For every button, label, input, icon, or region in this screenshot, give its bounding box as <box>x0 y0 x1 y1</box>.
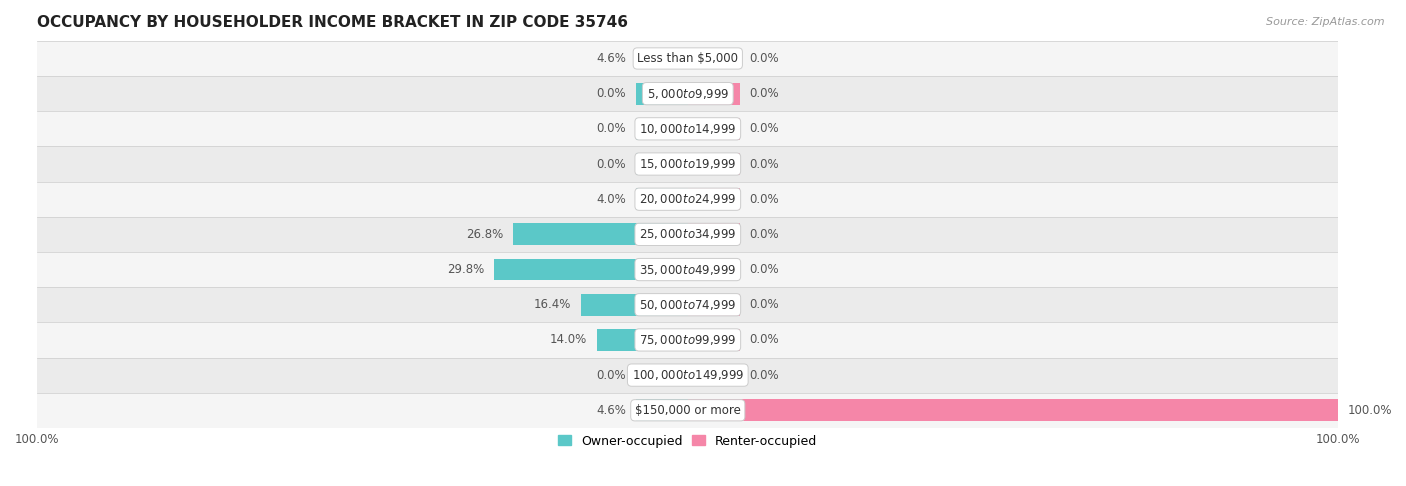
Text: 0.0%: 0.0% <box>749 368 779 382</box>
Bar <box>636 83 688 104</box>
Text: $50,000 to $74,999: $50,000 to $74,999 <box>640 298 737 312</box>
Bar <box>636 48 688 69</box>
Bar <box>37 393 1339 428</box>
Bar <box>688 188 740 210</box>
Bar <box>37 217 1339 252</box>
Bar <box>688 83 740 104</box>
Text: 0.0%: 0.0% <box>596 87 626 100</box>
Text: $10,000 to $14,999: $10,000 to $14,999 <box>640 122 737 136</box>
Text: $5,000 to $9,999: $5,000 to $9,999 <box>647 87 730 101</box>
Bar <box>37 287 1339 322</box>
Text: $75,000 to $99,999: $75,000 to $99,999 <box>640 333 737 347</box>
Bar <box>37 182 1339 217</box>
Bar <box>636 364 688 386</box>
Bar <box>581 294 688 315</box>
Text: 14.0%: 14.0% <box>550 333 586 347</box>
Legend: Owner-occupied, Renter-occupied: Owner-occupied, Renter-occupied <box>554 430 823 452</box>
Bar <box>636 364 688 386</box>
Bar <box>37 322 1339 358</box>
Bar <box>636 83 688 104</box>
Bar <box>688 188 740 210</box>
Text: 29.8%: 29.8% <box>447 263 484 276</box>
Text: $15,000 to $19,999: $15,000 to $19,999 <box>640 157 737 171</box>
Text: $100,000 to $149,999: $100,000 to $149,999 <box>631 368 744 382</box>
Bar <box>688 399 1339 421</box>
Bar <box>636 399 688 421</box>
Bar <box>636 188 688 210</box>
Text: 0.0%: 0.0% <box>749 193 779 206</box>
Text: 0.0%: 0.0% <box>749 333 779 347</box>
Text: $20,000 to $24,999: $20,000 to $24,999 <box>640 192 737 206</box>
Text: 0.0%: 0.0% <box>749 263 779 276</box>
Bar <box>636 399 688 421</box>
Bar <box>688 259 740 280</box>
Bar <box>688 224 740 245</box>
Bar <box>37 146 1339 182</box>
Text: 0.0%: 0.0% <box>596 157 626 171</box>
Bar <box>688 153 740 175</box>
Text: 4.6%: 4.6% <box>596 52 626 65</box>
Bar <box>636 118 688 140</box>
Text: 4.6%: 4.6% <box>596 404 626 417</box>
Text: $25,000 to $34,999: $25,000 to $34,999 <box>640 227 737 242</box>
Bar <box>636 153 688 175</box>
Bar <box>688 329 740 351</box>
Bar <box>37 358 1339 393</box>
Text: 0.0%: 0.0% <box>749 87 779 100</box>
Bar <box>688 118 740 140</box>
Bar <box>636 224 688 245</box>
Text: 0.0%: 0.0% <box>749 298 779 311</box>
Text: 0.0%: 0.0% <box>596 122 626 135</box>
Text: Less than $5,000: Less than $5,000 <box>637 52 738 65</box>
Text: 0.0%: 0.0% <box>749 157 779 171</box>
Bar <box>636 294 688 315</box>
Bar <box>688 259 740 280</box>
Bar <box>688 364 740 386</box>
Bar <box>636 48 688 69</box>
Bar <box>37 252 1339 287</box>
Text: OCCUPANCY BY HOUSEHOLDER INCOME BRACKET IN ZIP CODE 35746: OCCUPANCY BY HOUSEHOLDER INCOME BRACKET … <box>37 15 628 30</box>
Bar <box>636 188 688 210</box>
Bar <box>636 153 688 175</box>
Text: 26.8%: 26.8% <box>467 228 503 241</box>
Text: 0.0%: 0.0% <box>749 122 779 135</box>
Bar <box>688 364 740 386</box>
Bar <box>596 329 688 351</box>
Text: $35,000 to $49,999: $35,000 to $49,999 <box>640 262 737 277</box>
Bar <box>37 41 1339 76</box>
Text: Source: ZipAtlas.com: Source: ZipAtlas.com <box>1267 17 1385 27</box>
Bar <box>688 294 740 315</box>
Text: 16.4%: 16.4% <box>534 298 571 311</box>
Bar <box>37 76 1339 111</box>
Text: $150,000 or more: $150,000 or more <box>636 404 741 417</box>
Bar <box>688 329 740 351</box>
Bar <box>688 48 740 69</box>
Bar <box>688 294 740 315</box>
Bar <box>636 118 688 140</box>
Text: 0.0%: 0.0% <box>749 52 779 65</box>
Bar <box>37 111 1339 146</box>
Bar <box>688 48 740 69</box>
Bar <box>688 118 740 140</box>
Bar <box>688 224 740 245</box>
Text: 100.0%: 100.0% <box>1348 404 1392 417</box>
Text: 0.0%: 0.0% <box>596 368 626 382</box>
Text: 0.0%: 0.0% <box>749 228 779 241</box>
Bar <box>513 224 688 245</box>
Bar <box>494 259 688 280</box>
Text: 4.0%: 4.0% <box>596 193 626 206</box>
Bar <box>688 399 740 421</box>
Bar <box>636 259 688 280</box>
Bar <box>688 153 740 175</box>
Bar <box>636 329 688 351</box>
Bar <box>688 83 740 104</box>
